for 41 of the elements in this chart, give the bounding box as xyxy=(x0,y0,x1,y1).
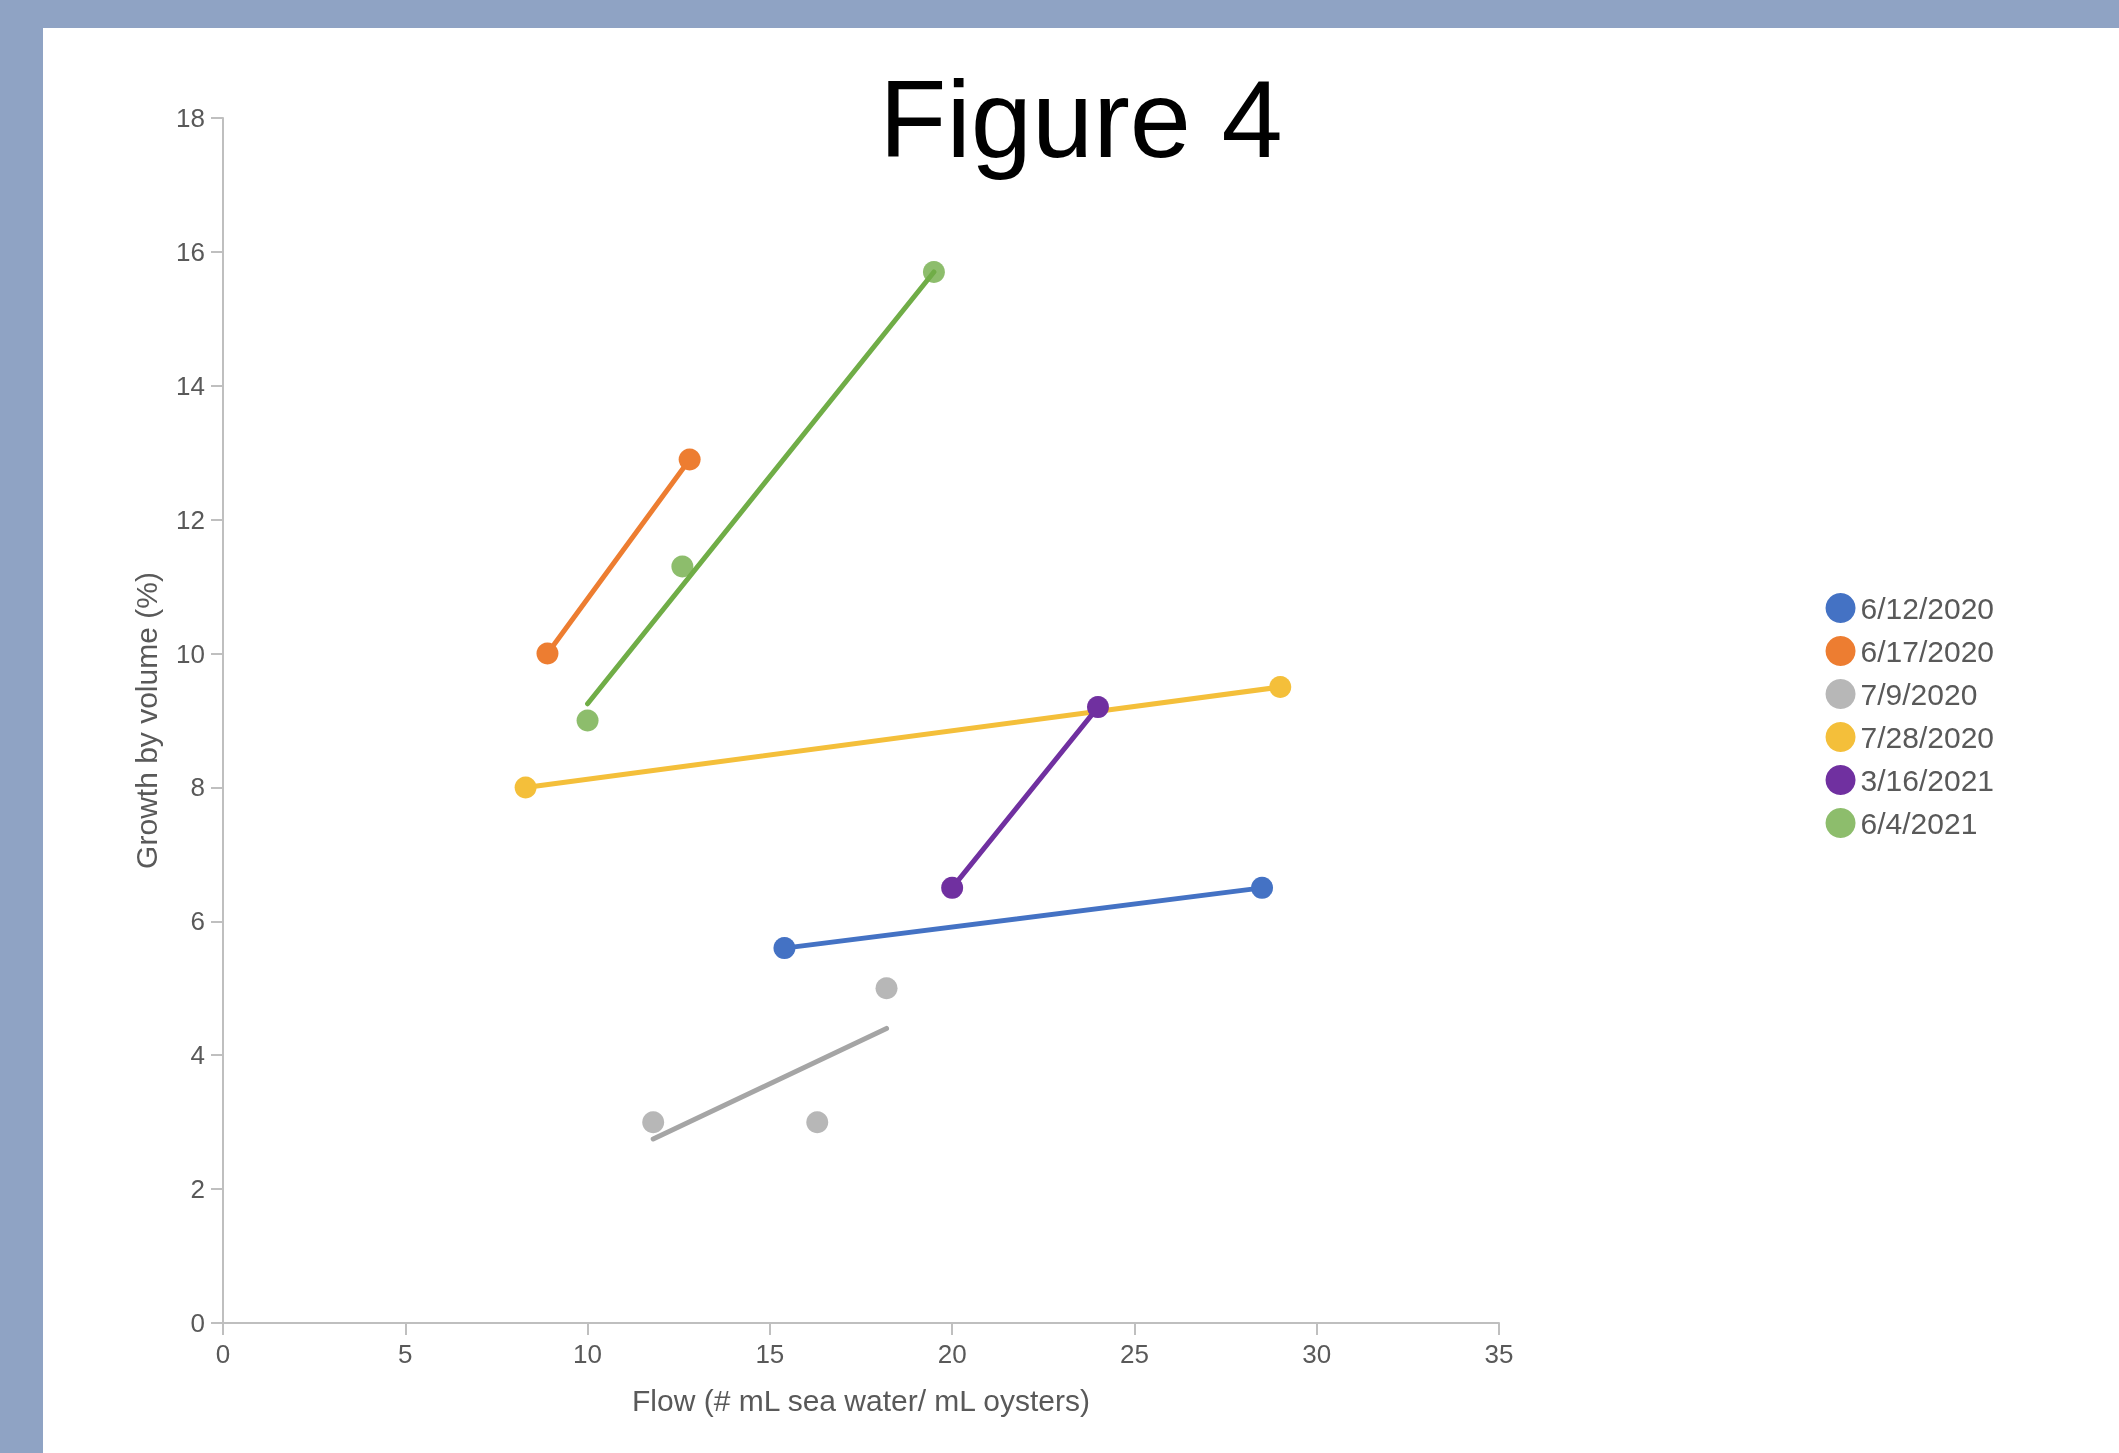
y-tick-label: 0 xyxy=(190,1308,205,1338)
x-tick-label: 20 xyxy=(937,1339,967,1369)
y-tick-label: 12 xyxy=(176,504,205,535)
x-tick-label: 15 xyxy=(755,1339,785,1369)
y-tick-label: 10 xyxy=(176,638,205,669)
point xyxy=(514,776,537,799)
x-tick-label: 0 xyxy=(215,1339,231,1369)
chart-title: Figure 4 xyxy=(879,56,1283,180)
legend-label: 3/16/2021 xyxy=(1860,763,1995,797)
point xyxy=(941,876,964,899)
legend-label: 7/9/2020 xyxy=(1860,677,1978,711)
x-tick-label: 30 xyxy=(1302,1339,1332,1369)
y-tick-label: 6 xyxy=(190,906,205,937)
legend-label: 6/17/2020 xyxy=(1860,634,1995,668)
point xyxy=(806,1111,829,1134)
legend-label: 6/12/2020 xyxy=(1860,591,1995,625)
x-tick-label: 35 xyxy=(1484,1339,1514,1369)
point xyxy=(773,937,796,960)
point xyxy=(1086,696,1109,719)
y-tick-label: 18 xyxy=(176,103,205,133)
y-tick-label: 14 xyxy=(176,370,205,401)
y-tick-label: 8 xyxy=(190,772,205,803)
legend-label: 6/4/2021 xyxy=(1860,806,1978,840)
x-tick-label: 25 xyxy=(1119,1339,1149,1369)
point xyxy=(1251,876,1274,899)
point xyxy=(678,448,701,471)
x-axis-title: Flow (# mL sea water/ mL oysters) xyxy=(632,1383,1090,1417)
y-tick-label: 4 xyxy=(190,1040,205,1071)
y-tick-label: 2 xyxy=(190,1174,205,1205)
point xyxy=(536,642,559,665)
point xyxy=(875,977,898,1000)
legend-label: 7/28/2020 xyxy=(1860,720,1995,754)
point xyxy=(642,1111,665,1134)
point xyxy=(1269,676,1292,699)
point xyxy=(671,555,694,578)
y-tick-label: 16 xyxy=(176,236,205,267)
point xyxy=(576,709,599,732)
point xyxy=(922,260,945,283)
x-tick-label: 10 xyxy=(573,1339,603,1369)
x-tick-label: 5 xyxy=(398,1339,413,1369)
y-axis-title: Growth by volume (%) xyxy=(129,572,163,869)
